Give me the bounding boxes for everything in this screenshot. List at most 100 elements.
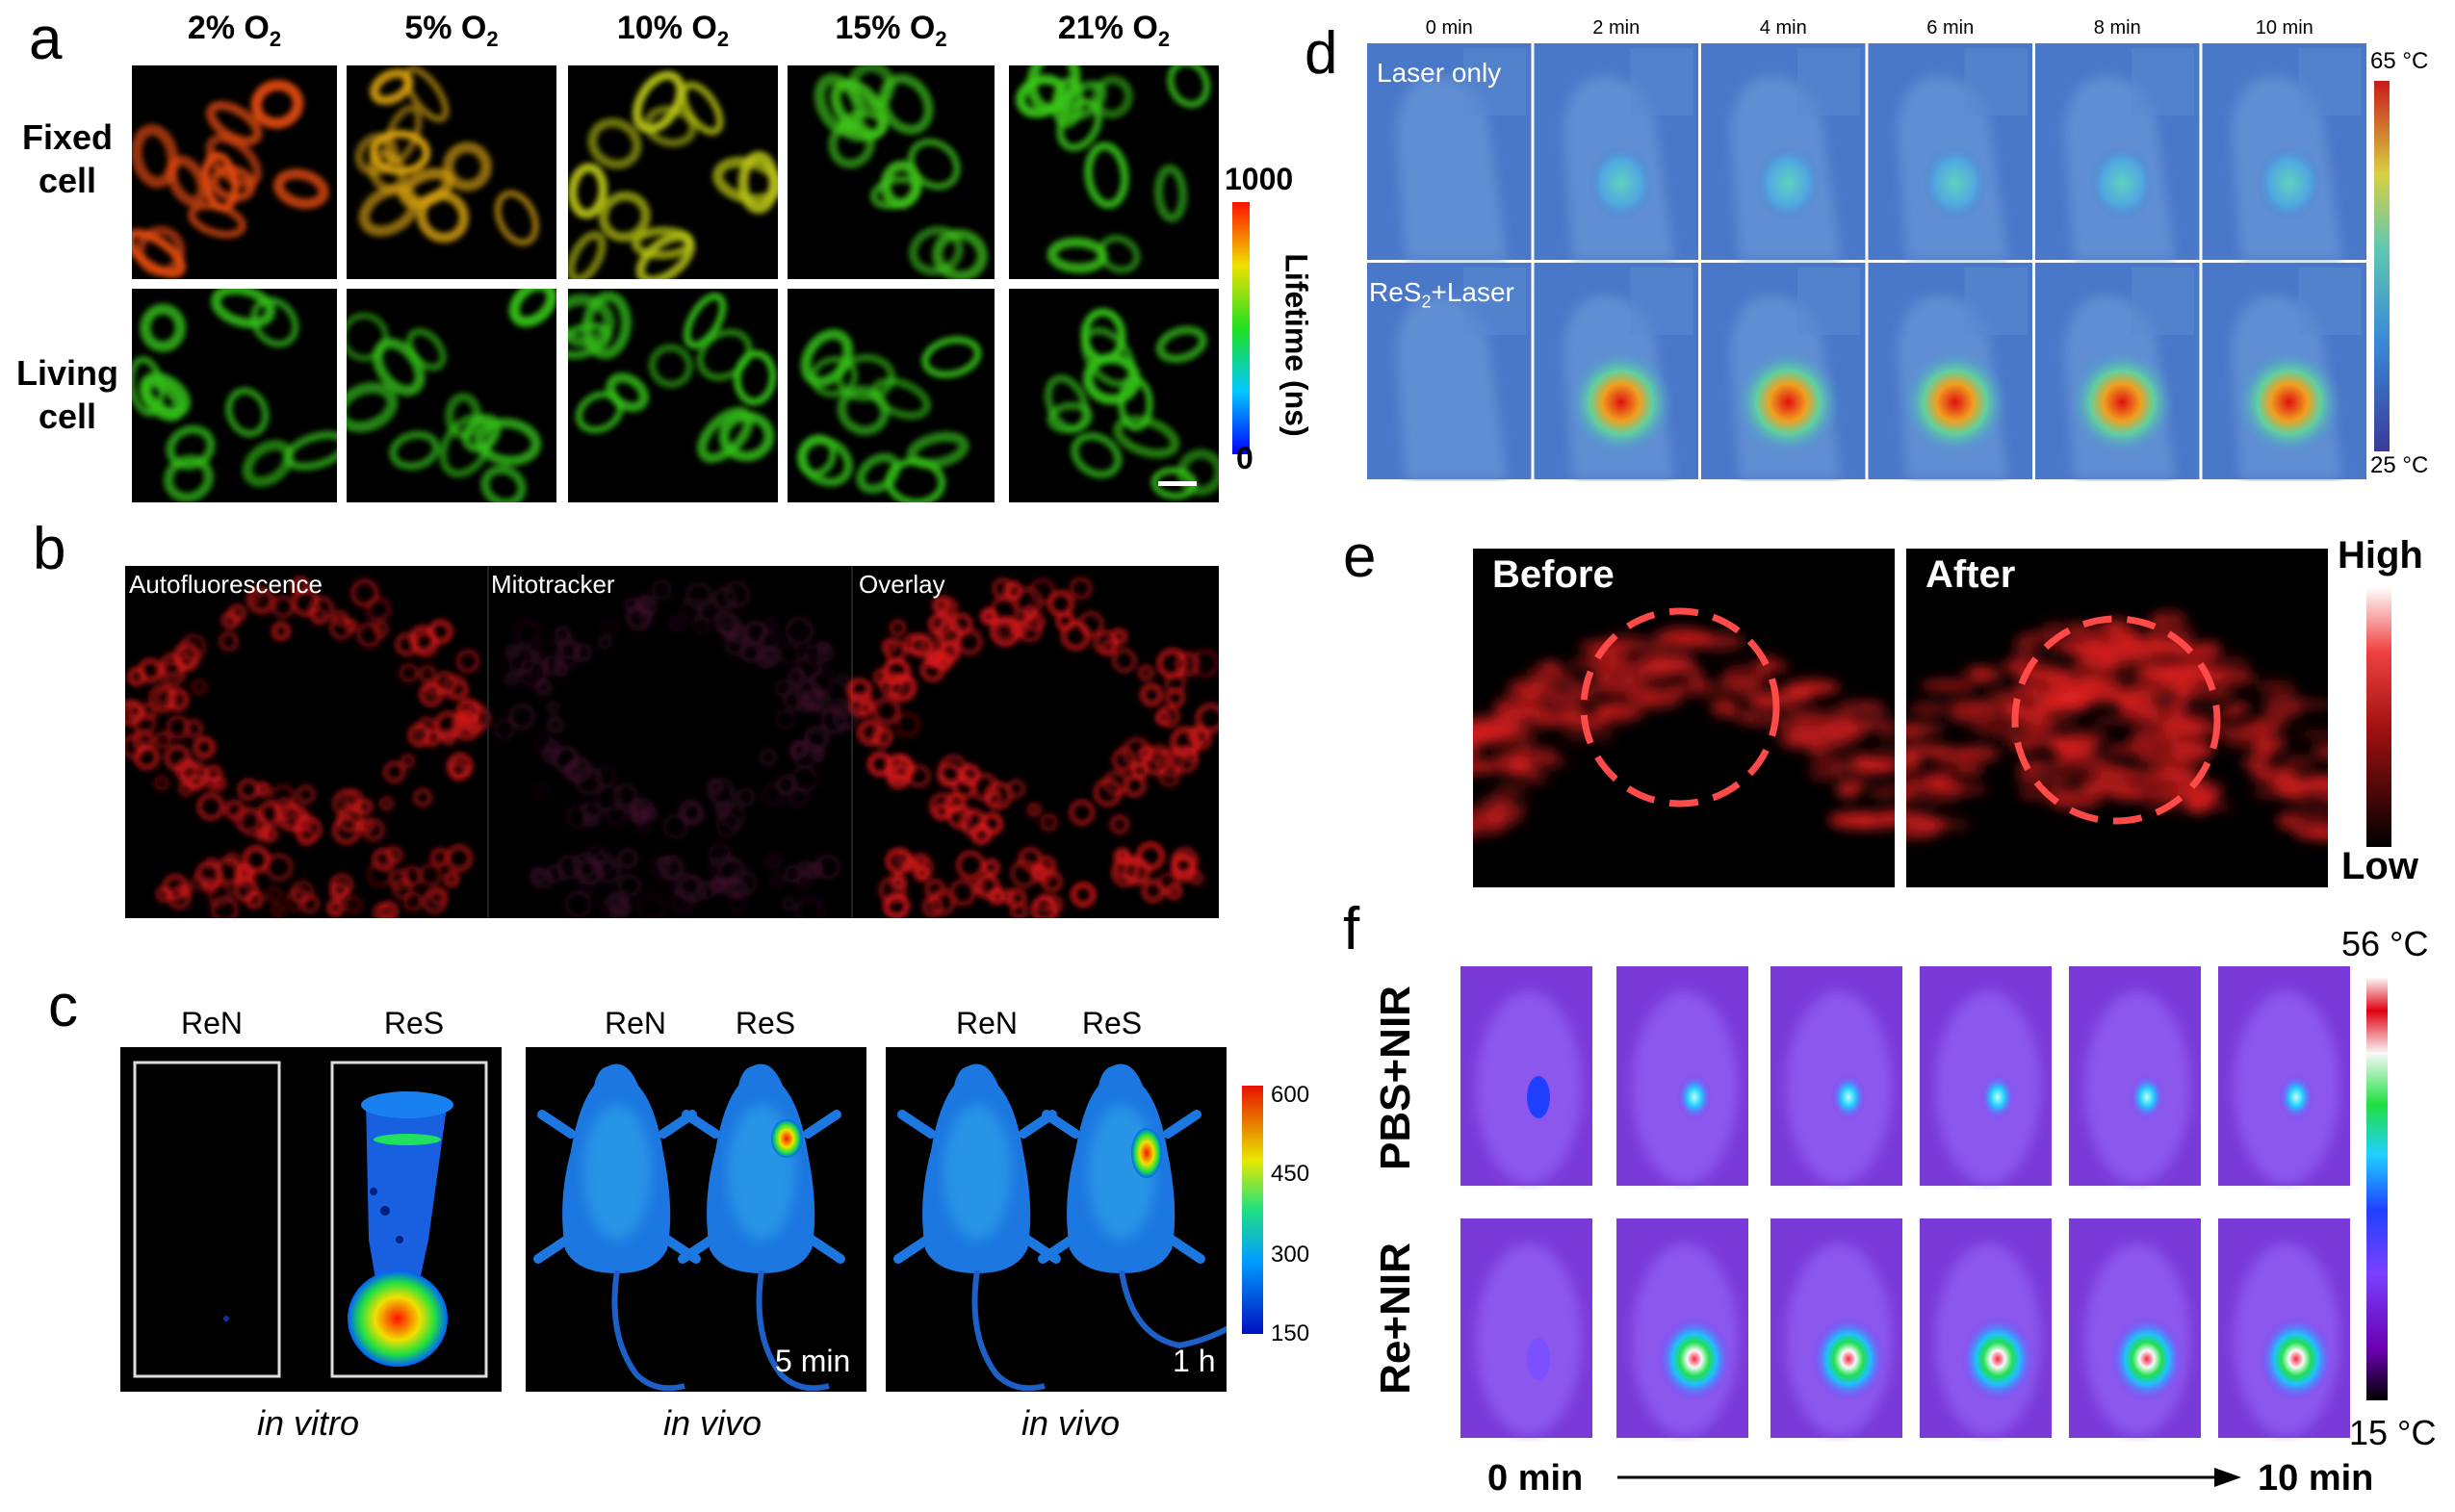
column-header-text: 2% O (187, 10, 270, 46)
living-cell-image (788, 289, 995, 502)
intensity-colorbar (1242, 1086, 1263, 1334)
label-res-2: ReS (735, 1006, 796, 1040)
thermal-colorbar (2374, 81, 2390, 451)
living-cell-image (1009, 289, 1219, 502)
nir-min: 15 °C (2349, 1413, 2437, 1452)
row-label-re-nir: Re+NIR (1372, 1243, 1419, 1395)
label-res: ReS (1369, 277, 1422, 307)
mito-image-strip (125, 566, 1219, 918)
title-before: Before (1492, 553, 1615, 596)
label-plus-laser: +Laser (1431, 277, 1514, 307)
pa-before-image (1473, 549, 1895, 887)
column-header-o2: 10% O2 (568, 10, 778, 52)
time-label: 2 min (1592, 17, 1641, 38)
pbs-nir-thermal-image (1767, 962, 1906, 1190)
time-label-5min: 5 min (775, 1344, 851, 1378)
pa-high-label: High (2338, 534, 2423, 577)
time-label: 6 min (1926, 17, 1975, 38)
fixed-cell-image (347, 65, 556, 279)
living-cell-image (347, 289, 556, 502)
pa-colorbar (2366, 587, 2391, 847)
time-label-1h: 1 h (1173, 1344, 1216, 1378)
label-res2-laser: ReS2+Laser (1369, 277, 1514, 313)
living-cell-image (132, 289, 337, 502)
column-header-o2: 2% O2 (132, 10, 337, 52)
pa-low-label: Low (2341, 845, 2418, 887)
row-label-cell: cell (38, 161, 97, 200)
column-header-o2: 21% O2 (1009, 10, 1219, 52)
row-label-fixed: Fixed (21, 117, 114, 157)
column-header-text: 21% O (1057, 10, 1158, 46)
time-axis-end: 10 min (2258, 1458, 2374, 1499)
label-res-1: ReS (383, 1006, 445, 1040)
column-header-text: 10% O (616, 10, 717, 46)
row-label-fixed-cell: Fixed cell (5, 115, 130, 202)
re-nir-thermal-image (2065, 1215, 2205, 1442)
title-autofluorescence: Autofluorescence (129, 570, 323, 599)
time-label: 8 min (2093, 17, 2141, 38)
label-res-3: ReS (1081, 1006, 1143, 1040)
re-nir-thermal-image (1767, 1215, 1906, 1442)
row-label-cell: cell (38, 397, 97, 436)
re-nir-thermal-image (1613, 1215, 1752, 1442)
pa-after-image (1906, 549, 2328, 887)
living-cell-image (568, 289, 778, 502)
in-vitro-image (120, 1047, 502, 1392)
colorbar-max-label: 1000 (1225, 162, 1294, 196)
panel-label-f: f (1343, 896, 1360, 962)
in-vivo-5min-image (526, 1047, 866, 1392)
pbs-nir-thermal-image (1916, 962, 2055, 1190)
fixed-cell-image (1009, 65, 1219, 279)
fixed-cell-image (788, 65, 995, 279)
thermal-min: 25 °C (2370, 452, 2429, 478)
nir-colorbar (2366, 977, 2388, 1400)
cbar-tick-450: 450 (1271, 1161, 1310, 1187)
column-header-o2: 5% O2 (347, 10, 556, 52)
panel-label-d: d (1305, 20, 1338, 87)
cbar-tick-300: 300 (1271, 1242, 1310, 1268)
column-header-text: 5% O (404, 10, 487, 46)
thermal-grid (1367, 43, 2390, 481)
subscript: 2 (269, 26, 282, 51)
panel-label-c: c (48, 973, 78, 1039)
subscript: 2 (1157, 26, 1171, 51)
pbs-nir-thermal-image (1457, 962, 1596, 1190)
nir-max: 56 °C (2341, 924, 2429, 963)
time-axis-start: 0 min (1487, 1458, 1584, 1499)
column-header-text: 15% O (835, 10, 936, 46)
row-label-living: Living (16, 353, 118, 393)
re-nir-thermal-image (1916, 1215, 2055, 1442)
title-overlay: Overlay (859, 570, 945, 599)
colorbar-title: Lifetime (ns) (1279, 253, 1314, 437)
caption-in-vivo-2: in vivo (1021, 1403, 1121, 1443)
cbar-tick-600: 600 (1271, 1082, 1310, 1108)
caption-in-vivo-1: in vivo (662, 1403, 762, 1443)
title-mitotracker: Mitotracker (491, 570, 615, 599)
time-axis-arrow (1617, 1463, 2243, 1492)
in-vivo-1h-image (886, 1047, 1227, 1392)
pbs-nir-thermal-image (2065, 962, 2205, 1190)
time-label: 0 min (1425, 17, 1473, 38)
subscript: 2 (935, 26, 947, 51)
lifetime-colorbar (1232, 202, 1250, 454)
re-nir-thermal-image (2214, 1215, 2354, 1442)
cbar-tick-150: 150 (1271, 1320, 1310, 1346)
time-label: 4 min (1759, 17, 1807, 38)
fixed-cell-image (132, 65, 337, 279)
thermal-max: 65 °C (2370, 48, 2429, 74)
re-nir-thermal-image (1457, 1215, 1596, 1442)
row-label-pbs-nir: PBS+NIR (1372, 986, 1419, 1170)
colorbar-min-label: 0 (1236, 441, 1253, 475)
subscript: 2 (486, 26, 499, 51)
title-after: After (1925, 553, 2016, 596)
panel-label-a: a (29, 6, 63, 72)
label-subscript-2: 2 (1421, 292, 1432, 312)
pbs-nir-thermal-image (2214, 962, 2354, 1190)
fixed-cell-image (568, 65, 778, 279)
caption-in-vitro: in vitro (256, 1403, 360, 1443)
row-label-living-cell: Living cell (5, 351, 130, 438)
label-ren-3: ReN (955, 1006, 1018, 1040)
label-ren-1: ReN (180, 1006, 243, 1040)
pbs-nir-thermal-image (1613, 962, 1752, 1190)
subscript: 2 (716, 26, 730, 51)
